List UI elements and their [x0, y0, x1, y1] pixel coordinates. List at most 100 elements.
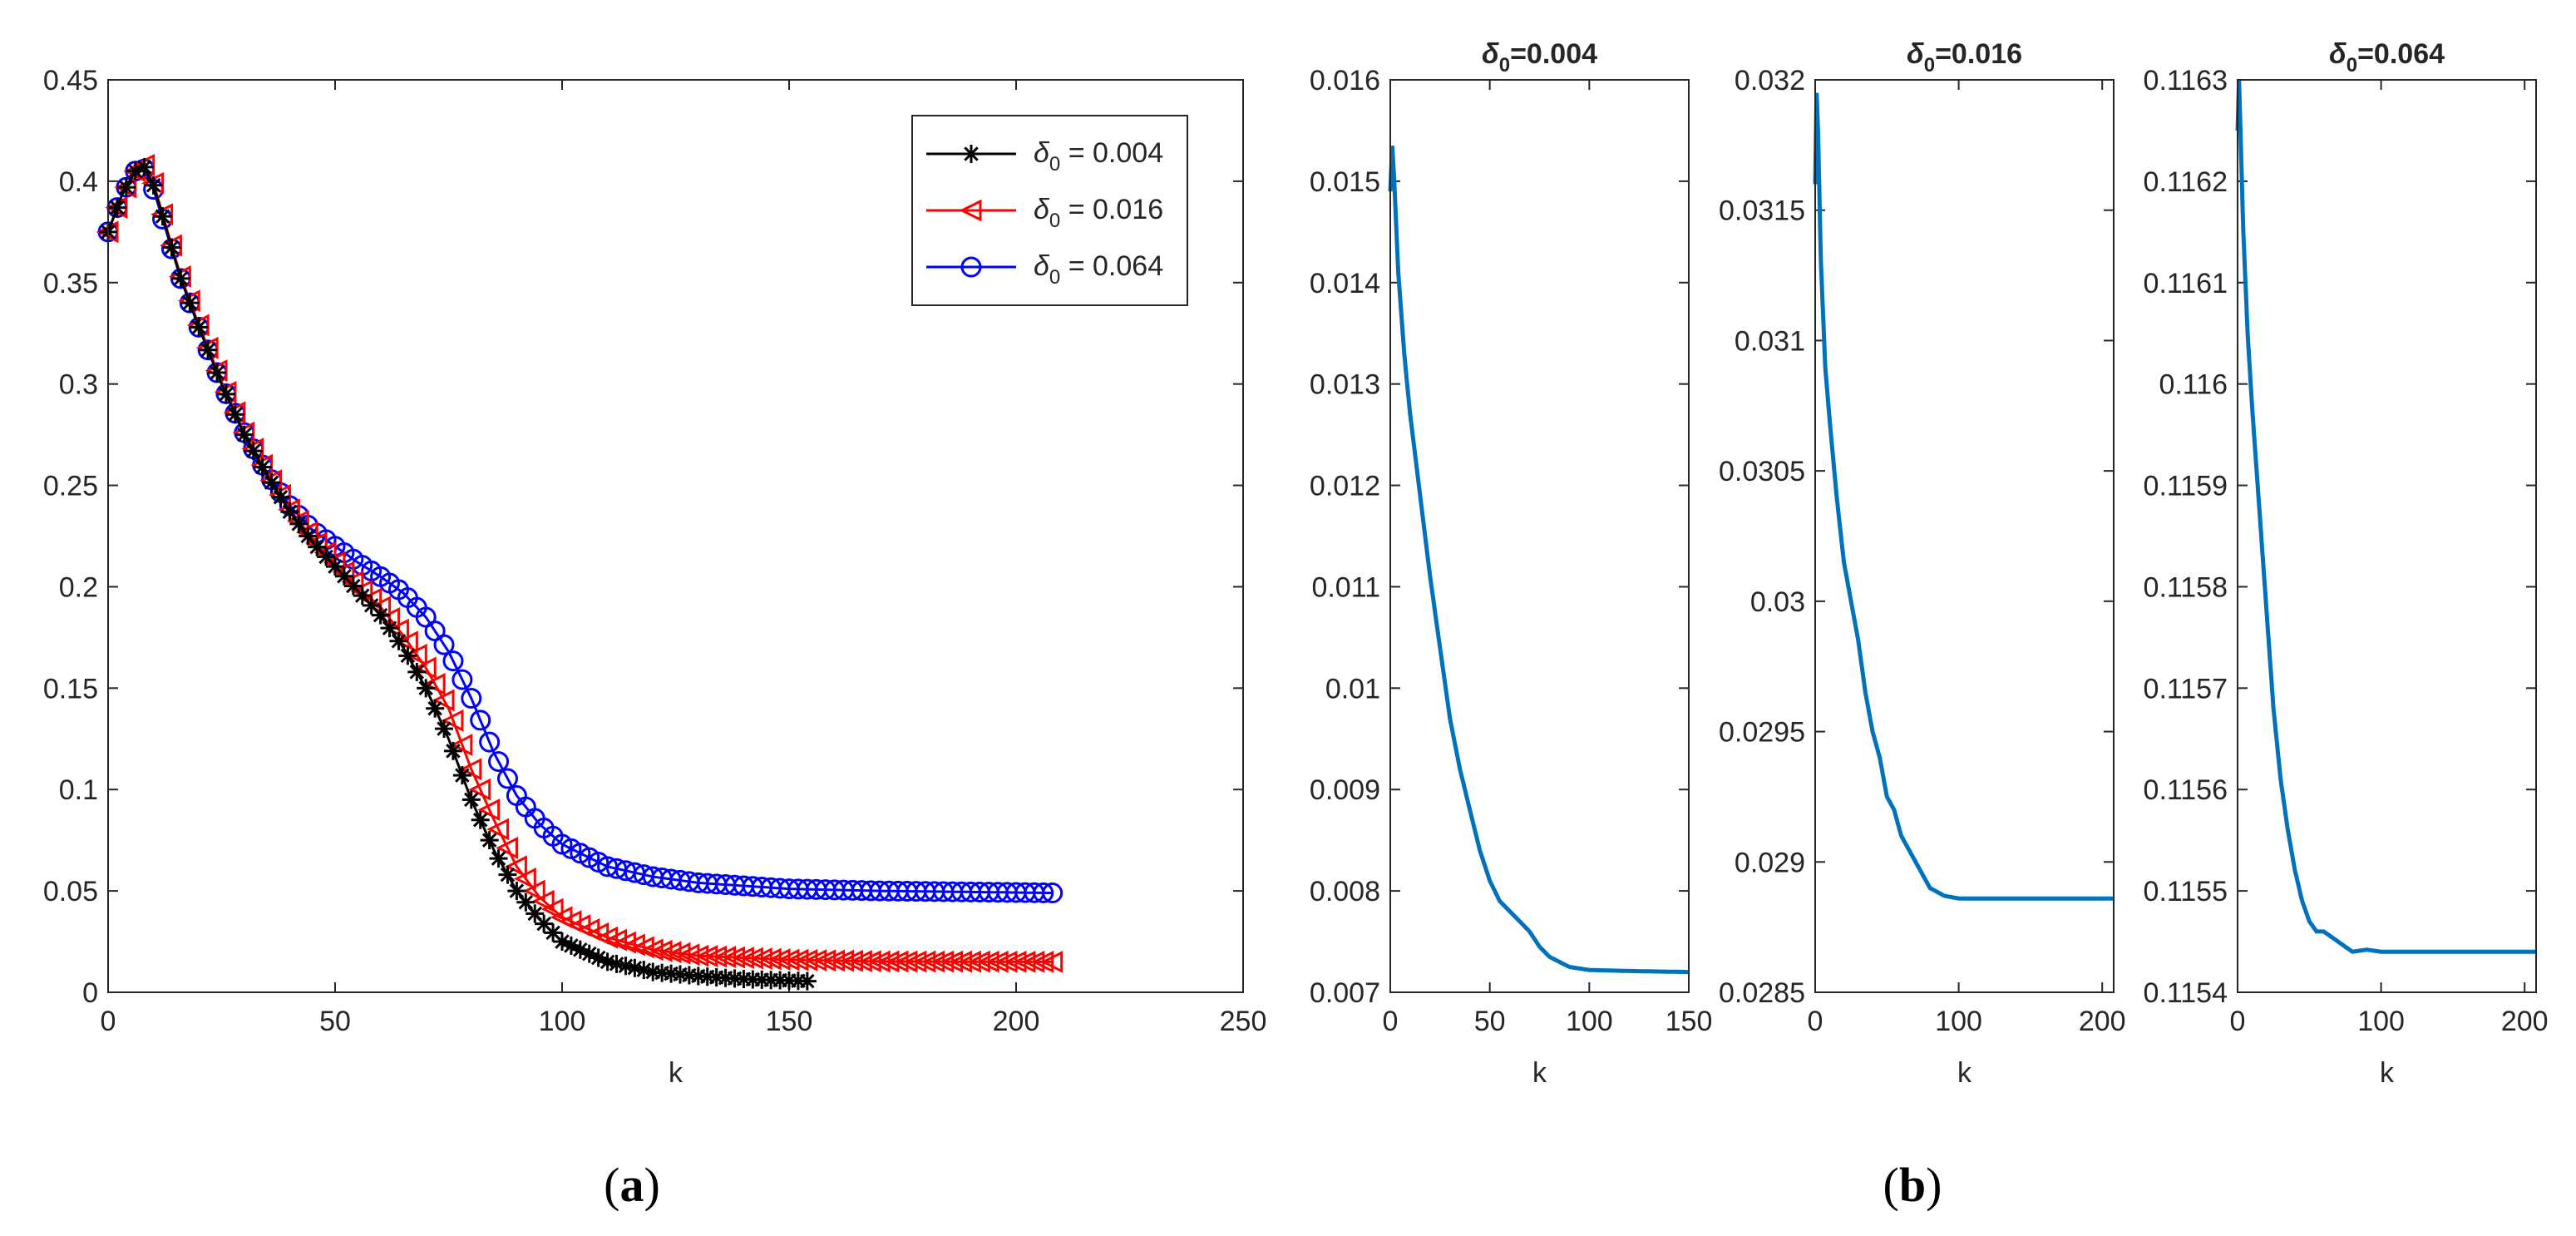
data-point	[580, 944, 599, 963]
panel-b3-plot-area	[2238, 80, 2536, 992]
data-point	[634, 961, 654, 980]
data-point	[162, 238, 181, 257]
panel-a-xtick-label: 150	[766, 1006, 813, 1037]
data-point	[442, 650, 464, 672]
data-point	[1040, 951, 1063, 973]
data-point	[797, 971, 817, 991]
data-point	[299, 527, 318, 546]
panel-a-ytick-label: 0.35	[43, 268, 98, 299]
panel-a-ytick-label: 0.1	[59, 774, 98, 806]
data-point	[677, 943, 700, 967]
data-point	[461, 790, 481, 809]
panel-a-ytick-label: 0.45	[43, 65, 98, 96]
panel-b3-ytick-label: 0.1162	[2144, 166, 2228, 198]
panel-b2-ytick-label: 0.031	[1735, 325, 1805, 357]
panel-b1-title: δ0=0.004	[1482, 38, 1597, 77]
data-point	[1031, 950, 1054, 973]
panel-b1-plot-area	[1390, 80, 1689, 992]
panel-b3-ytick-label: 0.1161	[2144, 268, 2228, 299]
series-line	[1813, 92, 2114, 901]
data-point	[631, 936, 654, 959]
data-point	[598, 952, 617, 971]
panel-b1-ytick-label: 0.011	[1311, 571, 1380, 603]
panel-a-xlabel: k	[669, 1057, 683, 1089]
data-point	[668, 942, 691, 965]
data-point	[540, 897, 564, 921]
caption-b-label: b	[1899, 1158, 1926, 1212]
data-point	[479, 731, 501, 753]
data-point	[498, 865, 517, 884]
panel-a-ytick-label: 0.05	[43, 876, 98, 907]
data-point	[589, 948, 608, 967]
panel-a-ytick-label: 0.25	[43, 471, 98, 502]
data-point	[432, 689, 455, 712]
panel-b3-xlabel: k	[2380, 1057, 2395, 1089]
panel-b3-xtick-label: 200	[2501, 1006, 2549, 1037]
data-point	[135, 157, 154, 176]
panel-b1-ytick-label: 0.013	[1310, 369, 1380, 401]
data-point	[526, 904, 545, 923]
data-point	[180, 294, 200, 313]
panel-a-ytick-label: 0	[82, 977, 98, 1009]
data-point	[561, 936, 580, 955]
panel-b2-frame	[1814, 79, 2115, 993]
data-point	[450, 734, 473, 757]
legend-marker	[959, 199, 982, 222]
data-point	[488, 751, 510, 773]
panel-a-ytick-label: 0.3	[59, 369, 98, 401]
data-point	[280, 502, 299, 522]
data-point	[452, 766, 471, 785]
data-point	[570, 940, 590, 959]
data-point	[507, 882, 526, 901]
panel-b3-ytick-label: 0.1163	[2144, 65, 2228, 96]
data-point	[468, 778, 491, 801]
panel-b1-xtick-label: 150	[1666, 1006, 1713, 1037]
legend-entry: δ0 = 0.004	[926, 137, 1163, 176]
data-point	[116, 178, 136, 197]
data-point	[417, 679, 436, 698]
data-point	[107, 198, 126, 217]
data-point	[216, 384, 235, 403]
data-point	[396, 630, 418, 654]
data-point	[614, 931, 636, 954]
data-point	[553, 932, 571, 952]
data-point	[477, 798, 501, 822]
panel-b3-xtick-label: 100	[2357, 1006, 2405, 1037]
panel-b1-ytick-label: 0.016	[1310, 65, 1380, 96]
data-point	[443, 741, 462, 760]
data-point	[190, 318, 209, 337]
data-point	[433, 634, 455, 655]
panel-b2-xtick-label: 100	[1935, 1006, 1982, 1037]
data-point	[516, 892, 535, 912]
data-point	[461, 688, 482, 709]
caption-a-label: a	[620, 1158, 644, 1212]
panel-b3: 0 100 200 0.1154 0.1155 0.1156 0.1157 0.1158 0.1…	[2144, 38, 2549, 1089]
panel-b3-ytick-label: 0.1157	[2144, 673, 2228, 705]
panel-b2: 0 100 200 0.0285 0.029 0.0295 0.03 0.0305 0.031 0…	[1719, 38, 2126, 1089]
panel-b1-ytick-label: 0.012	[1310, 471, 1380, 502]
data-point	[253, 457, 272, 477]
panel-b3-title: δ0=0.064	[2329, 38, 2445, 77]
data-point	[426, 699, 445, 718]
data-point	[616, 957, 635, 976]
data-point	[595, 926, 619, 949]
data-point	[208, 363, 227, 383]
data-point	[649, 939, 673, 962]
panel-a-frame	[107, 79, 1244, 993]
legend-entry: δ0 = 0.064	[926, 250, 1163, 289]
data-point	[452, 669, 473, 690]
panel-b1-xtick-label: 50	[1474, 1006, 1506, 1037]
panel-b2-title: δ0=0.016	[1907, 38, 2022, 77]
data-point	[244, 442, 263, 461]
panel-b2-plot-area	[1815, 80, 2114, 992]
data-point	[607, 954, 626, 973]
data-point	[489, 849, 508, 868]
panel-b2-xlabel: k	[1957, 1057, 1972, 1089]
data-point	[353, 586, 372, 606]
data-point	[496, 768, 518, 789]
data-point	[389, 631, 408, 650]
data-point	[1033, 882, 1054, 903]
data-point	[371, 606, 390, 625]
data-point	[535, 914, 554, 933]
